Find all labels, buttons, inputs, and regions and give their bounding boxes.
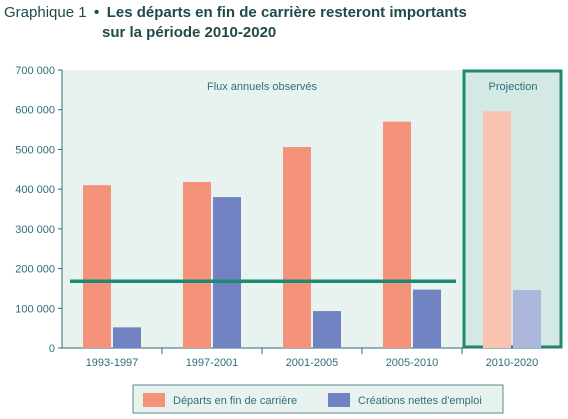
y-tick-label: 700 000 [15, 65, 55, 77]
y-tick-label: 400 000 [15, 184, 55, 196]
legend-box [132, 384, 504, 414]
bar-creations-2010-2020 [513, 290, 541, 348]
bar-creations-2005-2010 [413, 289, 441, 348]
x-tick-label: 2001-2005 [286, 357, 339, 369]
bar-creations-1993-1997 [113, 327, 141, 348]
title-bullet: • [94, 4, 100, 21]
legend-swatch-creations [328, 393, 350, 407]
bar-departs-2001-2005 [283, 147, 311, 348]
y-tick-label: 500 000 [15, 144, 55, 156]
y-tick-label: 0 [49, 343, 55, 355]
title-line-1: Les départs en fin de carrière resteront… [106, 4, 467, 21]
bar-creations-2001-2005 [313, 311, 341, 348]
bar-departs-1997-2001 [183, 181, 211, 348]
bar-creations-1997-2001 [213, 197, 241, 348]
y-tick-label: 200 000 [15, 264, 55, 276]
legend-label-creations: Créations nettes d'emploi [358, 395, 482, 407]
y-tick-label: 600 000 [15, 105, 55, 117]
figure-number: Graphique 1 [4, 4, 87, 21]
observed-flows-label: Flux annuels observés [207, 81, 318, 93]
x-tick-label: 1993-1997 [86, 357, 139, 369]
bar-departs-2005-2010 [383, 121, 411, 348]
bar-departs-1993-1997 [83, 185, 111, 348]
x-tick-label: 2010-2020 [486, 357, 539, 369]
x-tick-label: 1997-2001 [186, 357, 239, 369]
x-tick-label: 2005-2010 [386, 357, 439, 369]
y-tick-label: 100 000 [15, 303, 55, 315]
legend-label-departs: Départs en fin de carrière [173, 395, 297, 407]
projection-panel [462, 69, 563, 349]
projection-label: Projection [489, 81, 538, 93]
chart-title: Graphique 1 • Les départs en fin de carr… [4, 3, 564, 43]
y-tick-label: 300 000 [15, 224, 55, 236]
bar-departs-2010-2020 [483, 111, 511, 348]
title-line-2: sur la période 2010-2020 [102, 24, 277, 41]
legend-swatch-departs [143, 393, 165, 407]
